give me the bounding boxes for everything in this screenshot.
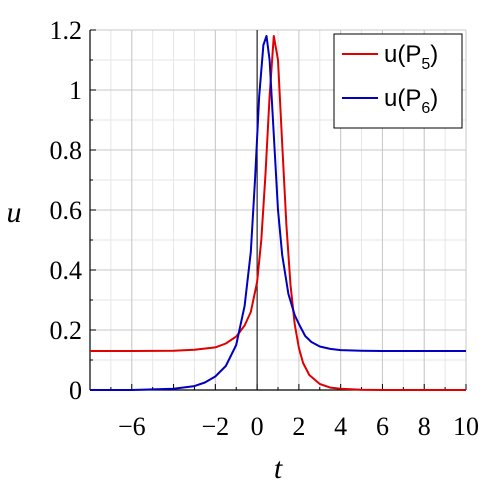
series-lines [90, 35, 466, 391]
x-tick-label: −2 [201, 412, 229, 441]
x-axis-title: t [274, 452, 283, 485]
x-tick-label: 8 [418, 412, 431, 441]
y-tick-label: 0.6 [50, 196, 83, 225]
x-tick-label: 10 [453, 412, 479, 441]
y-tick-label: 1 [69, 76, 82, 105]
y-axis-title: u [7, 196, 22, 229]
series-line-2 [90, 35, 466, 391]
legend-label-2: u(P6) [384, 85, 438, 117]
x-tick-label: 4 [334, 412, 347, 441]
y-tick-label: 0.2 [50, 316, 83, 345]
y-tick-label: 0.4 [50, 256, 83, 285]
x-tick-label: 0 [251, 412, 264, 441]
x-tick-label: −6 [118, 412, 146, 441]
y-tick-label: 0.8 [50, 136, 83, 165]
x-tick-label: 6 [376, 412, 389, 441]
legend-box [333, 33, 463, 129]
y-tick-label: 1.2 [50, 16, 83, 45]
legend: u(P5) u(P6) [333, 33, 463, 129]
y-tick-label: 0 [69, 376, 82, 405]
legend-label-1: u(P5) [384, 41, 438, 73]
series-line-1 [90, 35, 466, 391]
x-tick-label: 2 [292, 412, 305, 441]
